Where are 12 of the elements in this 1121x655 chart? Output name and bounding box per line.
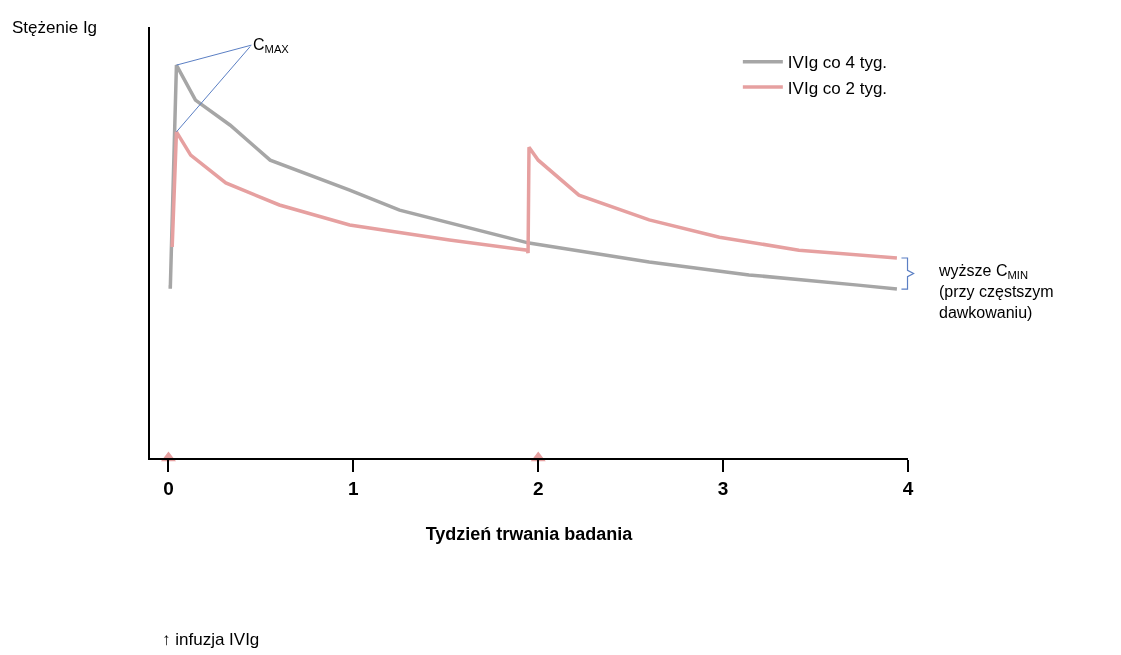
x-tick-label: 0 (163, 477, 174, 499)
x-tick-label: 3 (717, 477, 729, 499)
x-tick-label: 1 (348, 477, 360, 499)
x-axis-title: Tydzień trwania badania (425, 524, 634, 545)
x-tick-label: 2 (532, 477, 544, 499)
x-tick-label: 4 (902, 477, 914, 499)
y-axis-title: Stężenie Ig (12, 18, 98, 37)
text: ↑ infuzja IVIg (162, 630, 260, 649)
text: wyższe C$_{MIN}$ (przy częstszym dawkowaniu) (938, 262, 1054, 321)
annotation: C$_{MAX}$ (253, 36, 290, 56)
legend-label: IVIg co 2 tyg. (787, 78, 888, 98)
legend-label: IVIg co 4 tyg. (787, 53, 888, 73)
